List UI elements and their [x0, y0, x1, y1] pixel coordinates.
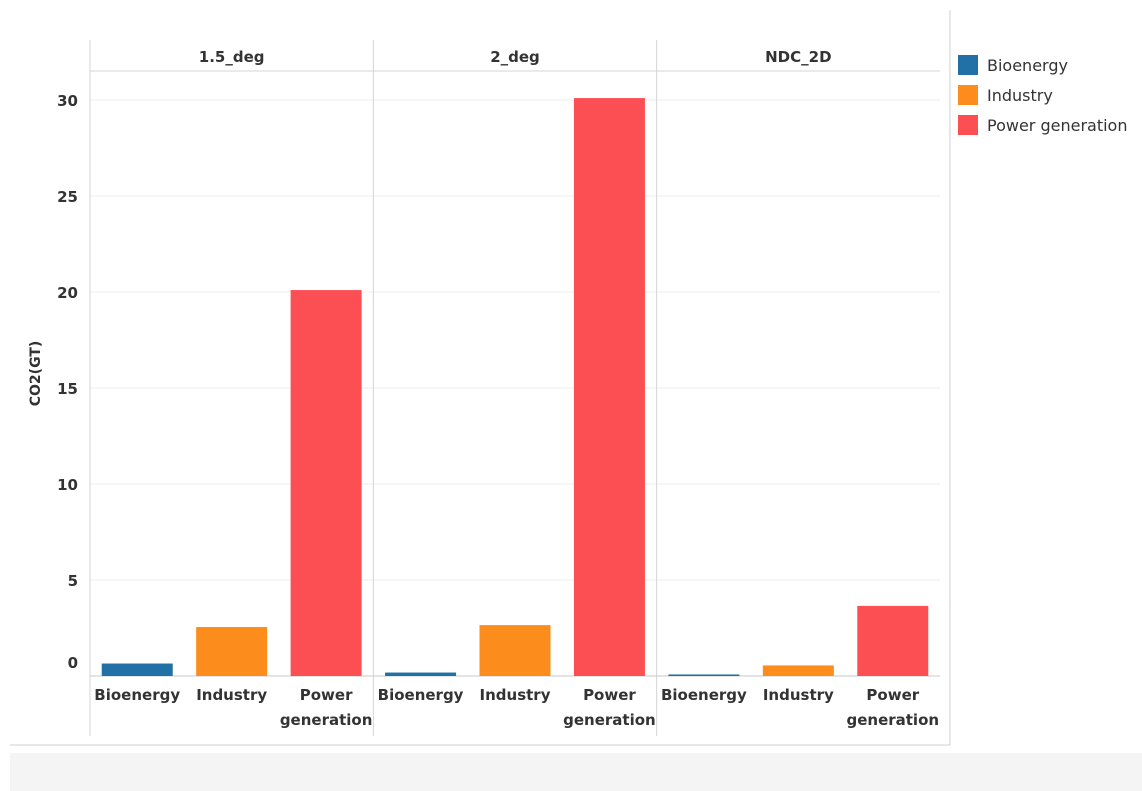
x-tick-label: Bioenergy — [661, 686, 747, 704]
x-tick-label: Industry — [196, 686, 267, 704]
legend-label-power-generation: Power generation — [987, 115, 1128, 135]
legend-swatch-industry — [958, 85, 978, 105]
bar — [196, 627, 268, 676]
x-tick-label: Power — [866, 686, 919, 704]
legend: Bioenergy Industry Power generation — [958, 50, 1127, 140]
y-tick-label: 10 — [57, 476, 78, 494]
bar — [668, 674, 740, 676]
x-tick-label: Bioenergy — [94, 686, 180, 704]
bottom-strip — [10, 753, 1142, 791]
bar — [573, 98, 645, 676]
y-tick-label: 25 — [57, 188, 78, 206]
y-tick-label: 30 — [57, 92, 78, 110]
y-tick-label: 5 — [68, 572, 78, 590]
y-tick-label: 15 — [57, 380, 78, 398]
bar — [479, 625, 551, 676]
legend-item-power-generation[interactable]: Power generation — [958, 110, 1127, 140]
x-tick-label: generation — [846, 711, 939, 729]
x-tick-label: generation — [280, 711, 373, 729]
x-tick-label: Bioenergy — [378, 686, 464, 704]
panel-header: NDC_2D — [765, 48, 831, 66]
y-axis-label: CO2(GT) — [28, 341, 44, 407]
panel-header: 1.5_deg — [199, 48, 265, 66]
legend-label-industry: Industry — [987, 85, 1053, 105]
bar — [385, 672, 457, 676]
bar — [101, 663, 173, 676]
x-tick-label: Industry — [763, 686, 834, 704]
x-tick-label: generation — [563, 711, 656, 729]
legend-item-industry[interactable]: Industry — [958, 80, 1127, 110]
y-tick-label: 20 — [57, 284, 78, 302]
x-tick-label: Industry — [480, 686, 551, 704]
bar — [762, 665, 834, 676]
x-tick-label: Power — [583, 686, 636, 704]
legend-swatch-power-generation — [958, 115, 978, 135]
bar — [857, 605, 929, 676]
legend-swatch-bioenergy — [958, 55, 978, 75]
legend-item-bioenergy[interactable]: Bioenergy — [958, 50, 1127, 80]
y-tick-label: 0 — [68, 654, 78, 672]
legend-label-bioenergy: Bioenergy — [987, 55, 1068, 75]
x-tick-label: Power — [300, 686, 353, 704]
panel-header: 2_deg — [490, 48, 540, 66]
bar — [290, 290, 362, 676]
